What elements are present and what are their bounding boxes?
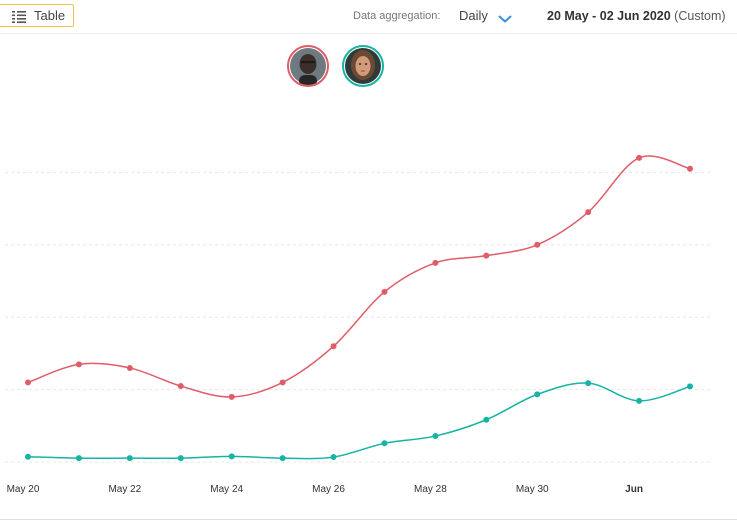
data-point-2 [25, 453, 31, 460]
data-point-2 [483, 416, 490, 423]
data-point-2 [279, 455, 286, 462]
data-point-2 [330, 454, 337, 461]
x-tick-label: May 20 [7, 484, 40, 495]
data-point-2 [687, 383, 693, 390]
data-point-2 [75, 455, 82, 462]
aggregation-dropdown[interactable]: Daily [459, 8, 512, 23]
x-tick-label: May 22 [108, 484, 141, 495]
data-point-2 [177, 455, 184, 462]
data-point-2 [228, 453, 235, 460]
table-view-label: Table [34, 8, 66, 23]
data-point-1 [279, 379, 286, 386]
x-tick-label: May 28 [414, 484, 447, 495]
data-point-1 [330, 343, 337, 350]
data-point-2 [585, 380, 592, 387]
data-point-1 [432, 259, 439, 266]
data-point-1 [126, 364, 133, 371]
aggregation-label: Data aggregation: [353, 10, 441, 22]
data-point-1 [585, 209, 592, 216]
data-point-1 [228, 393, 235, 400]
person-1-avatar[interactable] [287, 45, 329, 87]
date-range-mode: (Custom) [674, 9, 726, 23]
table-view-button[interactable]: Table [0, 4, 74, 27]
data-point-1 [636, 154, 643, 161]
data-point-2 [432, 433, 439, 440]
data-point-1 [687, 165, 693, 172]
person-2-avatar[interactable] [342, 45, 384, 87]
toolbar: Table Data aggregation: Daily 20 May - 0… [0, 0, 737, 34]
aggregation-value: Daily [459, 8, 488, 23]
data-point-1 [534, 241, 541, 248]
series-line-1 [27, 155, 691, 398]
date-range-text: 20 May - 02 Jun 2020 [547, 9, 671, 23]
line-chart: May 20 May 22 May 24 May 26 May 28 May 30 Jun [5, 154, 712, 495]
x-tick-label: May 26 [312, 484, 345, 495]
chevron-down-icon [498, 11, 512, 22]
x-tick-label: May 30 [516, 484, 549, 495]
data-point-1 [483, 252, 490, 259]
data-point-2 [636, 397, 643, 404]
data-point-2 [534, 391, 541, 398]
date-range-picker[interactable]: 20 May - 02 Jun 2020 (Custom) [547, 9, 726, 23]
x-tick-label: Jun [625, 484, 643, 495]
data-point-1 [75, 361, 82, 368]
x-tick-label: May 24 [210, 484, 243, 495]
table-list-icon [12, 10, 26, 23]
data-point-1 [381, 288, 388, 295]
series-line-2 [27, 382, 691, 460]
bottom-divider [0, 519, 737, 520]
data-point-1 [25, 379, 31, 386]
data-point-2 [126, 455, 133, 462]
data-point-1 [177, 383, 184, 390]
data-point-2 [381, 440, 388, 447]
